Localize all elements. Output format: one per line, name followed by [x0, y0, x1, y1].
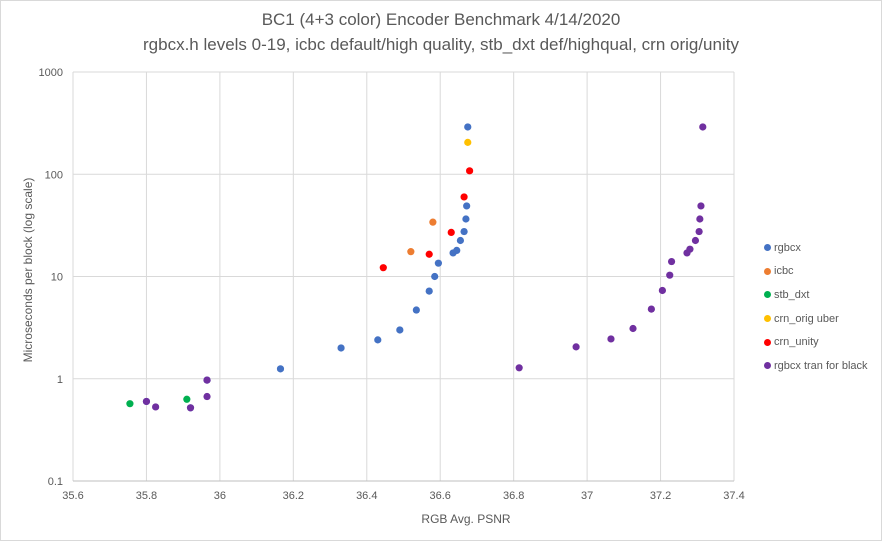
x-tick-label: 37.2 [650, 490, 671, 502]
legend-label: stb_dxt [774, 288, 810, 301]
legend-label: icbc [774, 265, 794, 278]
point-rgbcx-tran-for-black [696, 215, 704, 223]
point-rgbcx-tran-for-black [572, 343, 580, 351]
point-rgbcx-tran-for-black [691, 236, 700, 245]
legend-marker [764, 244, 771, 252]
x-tick-label: 36.6 [430, 490, 451, 502]
point-rgbcx [337, 344, 345, 352]
chart-title: BC1 (4+3 color) Encoder Benchmark 4/14/2… [261, 10, 621, 29]
point-icbc [407, 248, 415, 256]
legend-label: rgbcx [774, 241, 801, 254]
legend-item-crn-orig-uber: crn_orig uber [764, 307, 868, 331]
point-rgbcx-tran-for-black [647, 305, 655, 313]
point-rgbcx-tran-for-black [699, 123, 707, 131]
point-rgbcx-tran-for-black [697, 202, 705, 210]
point-rgbcx [425, 287, 433, 295]
point-rgbcx [434, 259, 442, 267]
point-rgbcx-tran-for-black [667, 257, 676, 266]
x-tick-label: 36.2 [283, 490, 304, 502]
point-crn-unity [466, 167, 474, 175]
point-crn-unity [460, 193, 468, 201]
chart-subtitle: rgbcx.h levels 0-19, icbc default/high q… [143, 35, 739, 54]
point-rgbcx [464, 123, 472, 131]
point-rgbcx [456, 236, 465, 245]
y-tick-label: 1 [57, 374, 63, 386]
point-rgbcx-tran-for-black [658, 286, 666, 295]
legend-item-rgbcx-tran-for-black: rgbcx tran for black [764, 354, 868, 378]
x-tick-label: 37.4 [723, 490, 744, 502]
point-rgbcx-tran-for-black [666, 271, 674, 279]
point-rgbcx [462, 215, 470, 223]
point-crn-orig-uber [464, 138, 472, 146]
point-icbc [429, 218, 437, 226]
point-crn-unity [379, 264, 387, 272]
point-rgbcx [453, 246, 461, 254]
legend-marker [764, 362, 771, 370]
point-crn-unity [447, 228, 455, 236]
legend-marker [764, 267, 771, 275]
point-rgbcx-tran-for-black [686, 245, 694, 253]
point-rgbcx [412, 306, 420, 314]
point-rgbcx-tran-for-black [607, 335, 615, 343]
x-tick-label: 35.8 [136, 490, 157, 502]
legend-item-stb-dxt: stb_dxt [764, 283, 868, 307]
legend-marker [764, 315, 771, 323]
y-tick-label: 1000 [39, 67, 63, 79]
x-tick-label: 37 [581, 490, 593, 502]
point-rgbcx-tran-for-black [515, 364, 523, 372]
point-rgbcx-tran-for-black [186, 404, 195, 412]
point-rgbcx-tran-for-black [203, 376, 211, 384]
point-stb-dxt [126, 400, 134, 408]
legend-label: crn_unity [774, 336, 819, 349]
legend-marker [764, 291, 771, 299]
point-rgbcx-tran-for-black [203, 392, 211, 401]
point-stb-dxt [183, 395, 191, 403]
x-tick-label: 36 [214, 490, 226, 502]
legend-marker [764, 338, 771, 346]
point-rgbcx-tran-for-black [695, 227, 703, 236]
point-rgbcx [460, 227, 468, 236]
point-rgbcx [431, 272, 439, 281]
legend-item-crn-unity: crn_unity [764, 330, 868, 354]
y-tick-label: 100 [45, 169, 63, 181]
legend-item-icbc: icbc [764, 260, 868, 284]
point-crn-unity [425, 250, 433, 258]
point-rgbcx [396, 326, 404, 334]
point-rgbcx [463, 202, 471, 210]
point-rgbcx-tran-for-black [152, 403, 160, 411]
point-rgbcx-tran-for-black [629, 324, 637, 333]
x-tick-label: 36.8 [503, 490, 524, 502]
point-rgbcx-tran-for-black [142, 397, 151, 406]
y-tick-label: 0.1 [48, 476, 63, 488]
x-tick-label: 35.6 [62, 490, 83, 502]
point-rgbcx [276, 365, 285, 373]
legend-label: crn_orig uber [774, 312, 839, 325]
legend-label: rgbcx tran for black [774, 359, 868, 372]
point-rgbcx [374, 336, 382, 344]
y-tick-label: 10 [51, 272, 63, 284]
x-tick-label: 36.4 [356, 490, 377, 502]
x-axis-label: RGB Avg. PSNR [421, 512, 511, 526]
legend-item-rgbcx: rgbcx [764, 236, 868, 260]
